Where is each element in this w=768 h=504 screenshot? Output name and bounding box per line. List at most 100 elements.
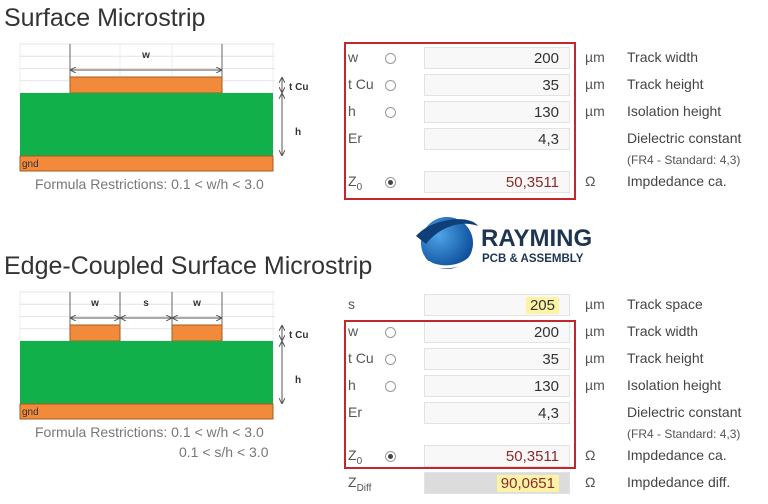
h-label: h xyxy=(295,375,301,386)
description: Impdedance ca. xyxy=(627,447,727,463)
description: Impdedance diff. xyxy=(627,474,731,490)
param-subscript: Diff xyxy=(356,482,372,494)
value: 35 xyxy=(542,77,559,94)
value-field[interactable]: 90,0651 xyxy=(424,472,570,494)
unit: Ω xyxy=(585,447,596,463)
param-label: t Cu xyxy=(348,350,374,366)
description: Track width xyxy=(627,323,699,339)
param-symbol: h xyxy=(348,103,356,119)
dielectric xyxy=(20,93,273,156)
highlight-frame xyxy=(344,320,576,469)
unit: µm xyxy=(585,103,605,119)
param-symbol: Z xyxy=(348,474,357,490)
value-field[interactable]: 4,3 xyxy=(424,402,570,424)
logo: RAYMING PCB & ASSEMBLY xyxy=(416,217,592,269)
param-subscript: 0 xyxy=(356,181,363,193)
description: Track height xyxy=(627,76,704,92)
highlight-frame xyxy=(344,42,576,200)
unit: µm xyxy=(585,49,605,65)
value: 50,3511 xyxy=(505,448,559,465)
param-label: s xyxy=(348,296,355,312)
radio-button[interactable] xyxy=(385,177,396,188)
radio-button[interactable] xyxy=(385,327,396,338)
logo-name: RAYMING xyxy=(481,225,592,252)
value: 200 xyxy=(533,50,559,67)
h-label: h xyxy=(295,127,301,138)
value-field[interactable]: 35 xyxy=(424,74,570,96)
gnd-label: gnd xyxy=(22,159,39,170)
description: Impdedance ca. xyxy=(627,173,727,189)
param-label: w xyxy=(348,323,358,339)
value-field[interactable]: 130 xyxy=(424,101,570,123)
param-symbol: t Cu xyxy=(348,350,374,366)
tcu-label: t Cu xyxy=(289,82,308,93)
section-title: Surface Microstrip xyxy=(4,4,206,32)
param-label: h xyxy=(348,377,356,393)
value-field[interactable]: 4,3 xyxy=(424,128,570,150)
dim-label: w xyxy=(192,298,201,309)
note: (FR4 - Standard: 4,3) xyxy=(627,427,741,441)
param-symbol: h xyxy=(348,377,356,393)
param-subscript: 0 xyxy=(356,455,363,467)
dim-label: s xyxy=(143,298,149,309)
section-title: Edge-Coupled Surface Microstrip xyxy=(4,252,373,280)
param-label: Z0 xyxy=(348,447,362,467)
value: 4,3 xyxy=(538,131,559,148)
description: Isolation height xyxy=(627,103,722,119)
description: Dielectric constant xyxy=(627,130,742,146)
radio-button[interactable] xyxy=(385,451,396,462)
description: Track space xyxy=(627,296,703,312)
value-field[interactable]: 50,3511 xyxy=(424,171,570,193)
param-symbol: w xyxy=(348,323,359,339)
ground-plane xyxy=(19,155,274,172)
value-field[interactable]: 200 xyxy=(424,47,570,69)
param-symbol: s xyxy=(348,296,355,312)
value: 200 xyxy=(533,324,559,341)
unit: µm xyxy=(585,76,605,92)
value: 90,0651 xyxy=(496,475,559,492)
param-symbol: Z xyxy=(348,173,357,189)
param-label: t Cu xyxy=(348,76,374,92)
formula-restriction: Formula Restrictions: 0.1 < w/h < 3.0 xyxy=(35,424,264,440)
formula-restriction: Formula Restrictions: 0.1 < w/h < 3.0 xyxy=(35,176,264,192)
value-field[interactable]: 50,3511 xyxy=(424,445,570,467)
param-symbol: w xyxy=(348,49,359,65)
value: 35 xyxy=(542,351,559,368)
param-label: Z0 xyxy=(348,173,362,193)
unit: Ω xyxy=(585,173,596,189)
param-label: ZDiff xyxy=(348,474,371,494)
note: (FR4 - Standard: 4,3) xyxy=(627,153,741,167)
unit: µm xyxy=(585,377,605,393)
param-symbol: Er xyxy=(348,404,362,420)
unit: Ω xyxy=(585,474,596,490)
radio-button[interactable] xyxy=(385,53,396,64)
description: Track height xyxy=(627,350,704,366)
logo-tagline: PCB & ASSEMBLY xyxy=(482,253,584,265)
unit: µm xyxy=(585,350,605,366)
param-label: w xyxy=(348,49,358,65)
dim-label: w xyxy=(141,50,150,61)
radio-button[interactable] xyxy=(385,381,396,392)
tcu-label: t Cu xyxy=(289,330,308,341)
value-field[interactable]: 205 xyxy=(424,294,570,316)
radio-button[interactable] xyxy=(385,354,396,365)
value-field[interactable]: 130 xyxy=(424,375,570,397)
value-field[interactable]: 35 xyxy=(424,348,570,370)
param-symbol: Z xyxy=(348,447,357,463)
value: 130 xyxy=(533,378,559,395)
radio-button[interactable] xyxy=(385,107,396,118)
param-symbol: Er xyxy=(348,130,362,146)
value: 130 xyxy=(533,104,559,121)
radio-button[interactable] xyxy=(385,80,396,91)
description: Dielectric constant xyxy=(627,404,742,420)
value: 4,3 xyxy=(538,405,559,422)
dim-label: w xyxy=(90,298,99,309)
value: 50,3511 xyxy=(505,174,559,191)
description: Track width xyxy=(627,49,699,65)
track xyxy=(171,324,223,342)
description: Isolation height xyxy=(627,377,722,393)
value: 205 xyxy=(525,297,559,314)
unit: µm xyxy=(585,296,605,312)
